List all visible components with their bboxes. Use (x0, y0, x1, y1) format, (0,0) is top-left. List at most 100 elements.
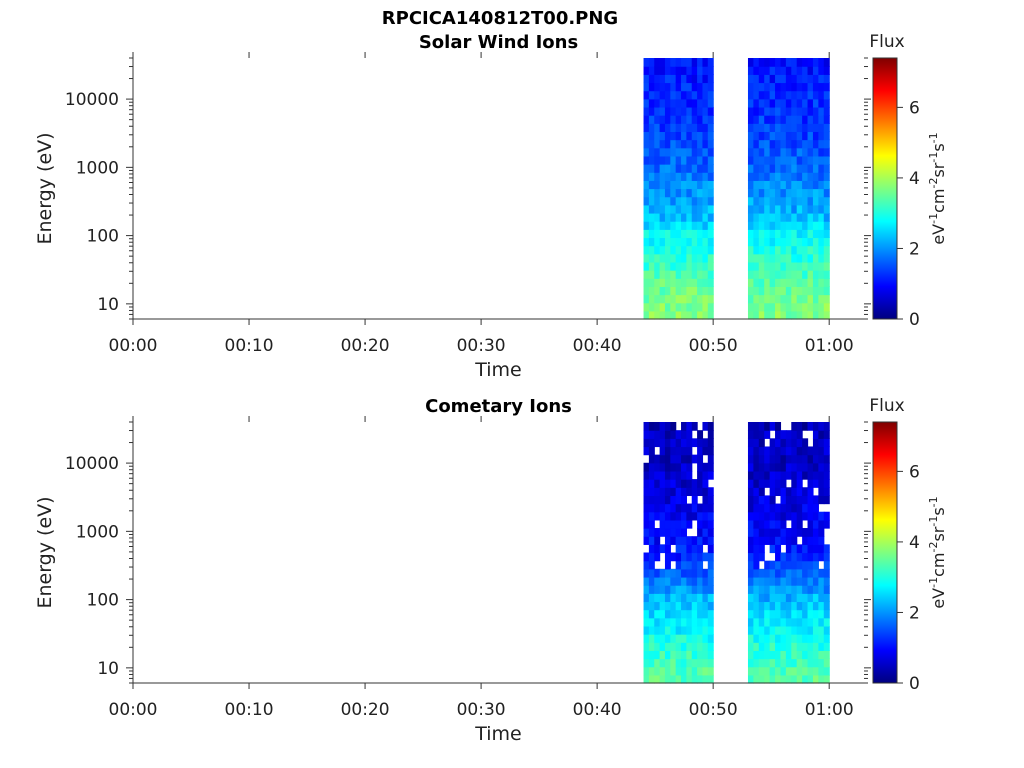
spectrogram-cell (775, 188, 782, 198)
x-tick-label: 00:00 (109, 700, 158, 720)
spectrogram-cell (823, 74, 830, 84)
spectrogram-cell (664, 528, 671, 537)
spectrogram-cell (753, 528, 760, 537)
spectrogram-cell (753, 658, 760, 668)
spectrogram-cell (791, 617, 798, 627)
spectrogram-cell (697, 204, 704, 214)
spectrogram-cell (769, 212, 776, 222)
spectrogram-cell (654, 642, 661, 651)
spectrogram-cell (775, 422, 782, 431)
spectrogram-cell (697, 286, 704, 296)
spectrogram-cell (681, 511, 687, 521)
spectrogram-cell (643, 221, 650, 230)
spectrogram-cell (796, 642, 803, 651)
spectrogram-cell (643, 658, 650, 668)
spectrogram-cell (791, 302, 798, 312)
spectrogram-cell (807, 180, 814, 190)
spectrogram-cell (769, 98, 776, 108)
spectrogram-cell (643, 560, 650, 570)
spectrogram-cell (769, 511, 776, 521)
spectrogram-cell (686, 98, 693, 108)
spectrogram-cell (681, 98, 687, 108)
spectrogram-cell (691, 221, 698, 230)
spectrogram-cell (654, 470, 661, 480)
spectrogram-cell (664, 188, 671, 198)
spectrogram-cell (812, 139, 819, 149)
spectrogram-cell (780, 155, 787, 165)
spectrogram-cell (807, 593, 814, 603)
spectrogram-cell (785, 568, 792, 578)
spectrogram-cell (769, 106, 776, 116)
spectrogram-cell (675, 270, 682, 279)
spectrogram-cell (791, 90, 798, 100)
spectrogram-cell (769, 261, 776, 271)
spectrogram-cell (802, 302, 809, 312)
spectrogram-cell (785, 58, 792, 67)
spectrogram-cell (681, 286, 687, 296)
x-tick-label: 00:40 (573, 700, 622, 720)
spectrogram-cell (758, 650, 765, 660)
spectrogram-cell (753, 503, 760, 513)
spectrogram-cell (764, 593, 771, 603)
spectrogram-cell (675, 180, 682, 190)
spectrogram-cell (753, 454, 760, 464)
spectrogram-cell (758, 90, 765, 100)
spectrogram-cell (796, 212, 803, 222)
spectrogram-cell (753, 634, 760, 643)
spectrogram-cell (823, 462, 830, 472)
spectrogram-cell (764, 106, 771, 116)
spectrogram-cell (823, 601, 830, 611)
spectrogram-cell (785, 221, 792, 230)
spectrogram-cell (697, 58, 704, 67)
spectrogram-cell (775, 658, 782, 668)
spectrogram-cell (659, 438, 666, 448)
spectrogram-cell (796, 237, 803, 247)
spectrogram-cell (785, 495, 792, 505)
spectrogram-cell (758, 106, 765, 116)
spectrogram-cell (823, 593, 830, 603)
spectrogram-cell (747, 658, 754, 668)
spectrogram-cell (702, 601, 709, 611)
spectrogram-cell (764, 576, 771, 586)
spectrogram-cell (670, 204, 677, 214)
spectrogram-cell (702, 446, 709, 456)
spectrogram-cell (780, 495, 787, 505)
spectrogram-cell (796, 666, 803, 676)
spectrogram-cell (747, 479, 754, 488)
spectrogram-cell (702, 552, 709, 562)
spectrogram-cell (796, 617, 803, 627)
spectrogram-cell (764, 270, 771, 279)
spectrogram-cell (691, 139, 698, 149)
spectrogram-cell (707, 625, 714, 635)
spectrogram-cell (681, 422, 687, 431)
spectrogram-cell (654, 270, 661, 279)
spectrogram-cell (702, 528, 709, 537)
spectrogram-cell (753, 123, 760, 133)
spectrogram-cell (780, 576, 787, 586)
spectrogram-cell (702, 237, 709, 247)
spectrogram-cell (659, 180, 666, 190)
spectrogram-cell (769, 576, 776, 586)
spectrogram-cell (681, 576, 687, 586)
spectrogram-cell (670, 164, 677, 173)
spectrogram-cell (807, 544, 814, 554)
spectrogram-cell (691, 123, 698, 133)
spectrogram-cell (648, 625, 655, 635)
spectrogram-cell (764, 294, 771, 304)
spectrogram-cell (802, 139, 809, 149)
spectrogram-cell (670, 278, 677, 287)
spectrogram-cell (796, 585, 803, 594)
spectrogram-cell (823, 196, 830, 206)
spectrogram-cell (691, 294, 698, 304)
spectrogram-cell (747, 90, 754, 100)
spectrogram-cell (785, 430, 792, 439)
spectrogram-cell (702, 229, 709, 239)
spectrogram-cell (654, 106, 661, 116)
spectrogram-cell (691, 552, 698, 562)
spectrogram-cell (753, 180, 760, 190)
spectrogram-cell (654, 294, 661, 304)
panel-title: Cometary Ions (425, 396, 572, 417)
spectrogram-cell (818, 634, 825, 643)
spectrogram-cell (707, 536, 714, 545)
